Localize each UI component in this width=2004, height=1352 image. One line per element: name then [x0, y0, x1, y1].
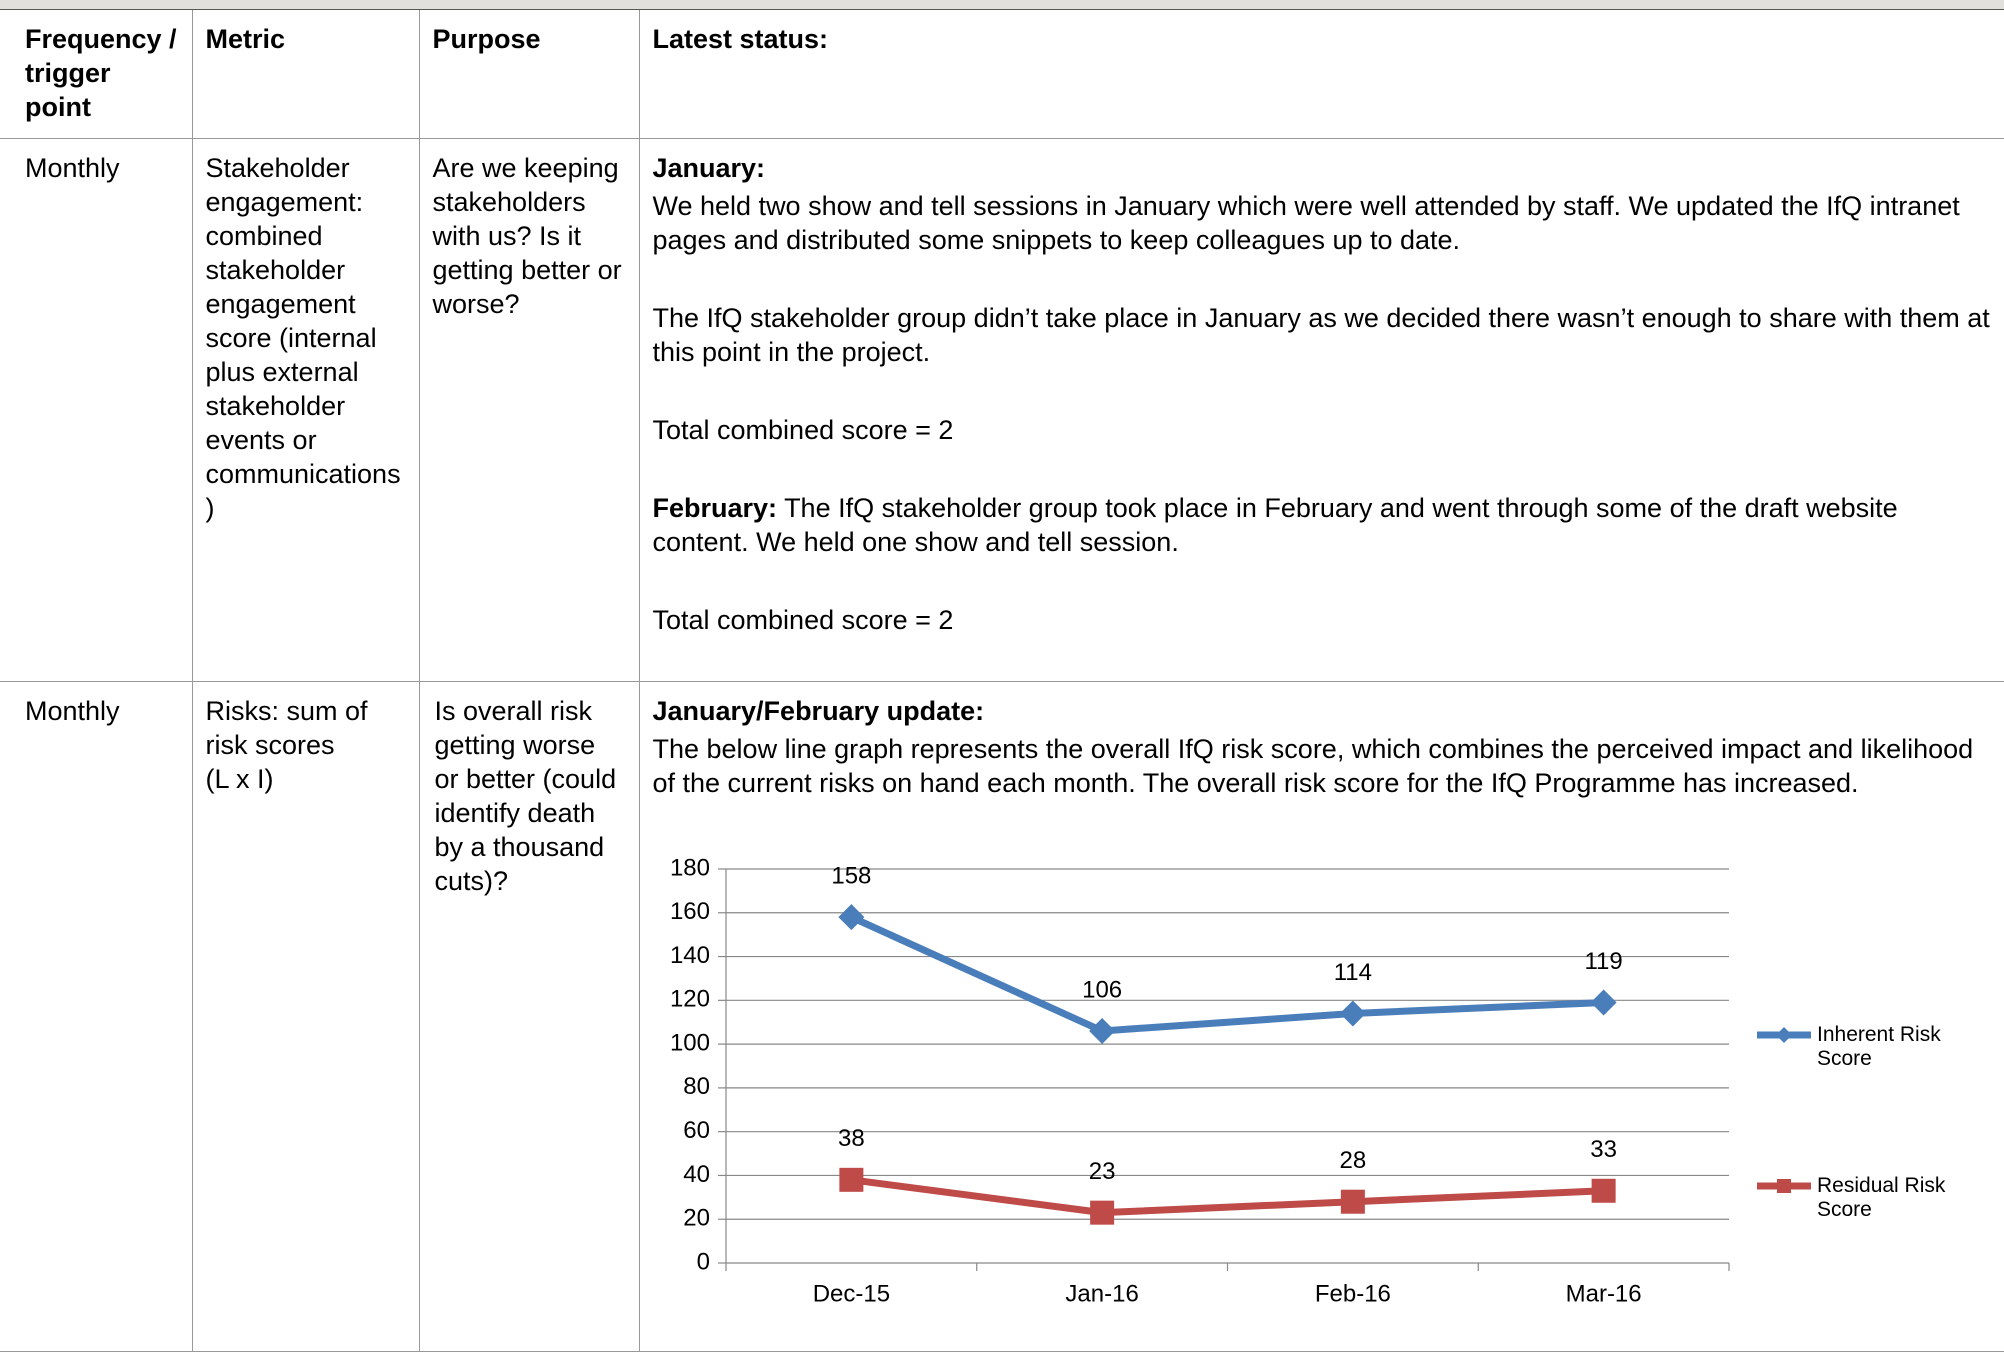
status-text: The below line graph represents the over… — [652, 733, 1974, 798]
data-label: 106 — [1082, 976, 1122, 1003]
y-tick-label: 160 — [670, 898, 710, 925]
frequency: Monthly — [0, 138, 193, 682]
header-cell: Metric — [192, 10, 420, 139]
status-label: January: — [652, 152, 766, 183]
y-tick-label: 60 — [683, 1117, 710, 1144]
status-paragraph: Total combined score = 2 — [653, 413, 1993, 447]
legend-label: Residual Risk Score — [1817, 1174, 1946, 1221]
header-cell: Frequency / trigger point — [0, 10, 193, 139]
y-tick-label: 40 — [683, 1161, 710, 1188]
data-label: 38 — [838, 1125, 865, 1152]
y-tick-label: 140 — [670, 942, 710, 969]
y-tick-label: 180 — [670, 854, 710, 881]
marker — [1591, 1178, 1616, 1203]
status: January: We held two show and tell sessio… — [639, 138, 2004, 682]
row: Monthly Stakeholder engagement: combined… — [0, 138, 2004, 682]
data-label: 33 — [1590, 1136, 1617, 1163]
purpose: Is overall risk getting worse or better … — [419, 681, 640, 1352]
legend-marker — [1776, 1027, 1792, 1043]
data-label: 114 — [1334, 959, 1372, 986]
status-text: The IfQ stakeholder group didn’t take pl… — [652, 302, 1990, 367]
purpose: Are we keeping stakeholders with us? Is … — [419, 138, 640, 682]
marker — [1340, 1189, 1365, 1214]
series-line — [849, 913, 1604, 1035]
x-tick-label: Jan-16 — [1065, 1280, 1138, 1307]
data-label: 158 — [831, 862, 871, 889]
y-tick-label: 20 — [683, 1205, 710, 1232]
header-cell: Latest status: — [639, 10, 2004, 139]
header-band — [0, 0, 2004, 10]
marker — [1590, 989, 1617, 1016]
metric: Stakeholder engagement: combined stakeho… — [192, 138, 420, 682]
status-paragraph: January: — [653, 151, 1993, 185]
status-text: The IfQ stakeholder group took place in … — [652, 492, 1898, 557]
status-paragraph: We held two show and tell sessions in Ja… — [653, 189, 1993, 257]
legend-marker — [1777, 1179, 1791, 1193]
x-tick-label: Feb-16 — [1315, 1280, 1391, 1307]
y-tick-label: 120 — [670, 986, 710, 1013]
x-tick-label: Mar-16 — [1566, 1280, 1642, 1307]
status-label: January/February update: — [652, 695, 985, 726]
status-label: February: — [652, 492, 778, 523]
data-label: 119 — [1584, 948, 1622, 975]
status-paragraph: The IfQ stakeholder group didn’t take pl… — [653, 301, 1993, 369]
marker — [1089, 1017, 1116, 1044]
status-paragraph: Total combined score = 2 — [653, 603, 1993, 637]
metric: Risks: sum of risk scores (L x I) — [192, 681, 420, 1352]
status-paragraph: February: The IfQ stakeholder group took… — [653, 491, 1993, 559]
header-cell: Purpose — [419, 10, 640, 139]
metric-text: Risks: sum of risk scores — [205, 695, 368, 760]
status-text: Total combined score = 2 — [652, 604, 954, 635]
metric-note: (L x I) — [205, 763, 274, 794]
data-label: 23 — [1089, 1158, 1116, 1185]
status-text: Total combined score = 2 — [652, 414, 954, 445]
series-line — [850, 1176, 1604, 1217]
y-tick-label: 0 — [697, 1248, 710, 1275]
marker — [1339, 1000, 1366, 1027]
marker — [838, 904, 865, 931]
status-table: Frequency / trigger point Metric Purpose… — [0, 10, 2004, 1352]
frequency: Monthly — [0, 681, 193, 1352]
legend-label: Inherent Risk Score — [1817, 1023, 1941, 1070]
status-paragraph: January/February update: — [653, 694, 1993, 728]
row: Monthly Risks: sum of risk scores (L x I)… — [0, 681, 2004, 1352]
marker — [1090, 1200, 1115, 1225]
data-label: 28 — [1340, 1147, 1367, 1174]
status-text: We held two show and tell sessions in Ja… — [652, 190, 1960, 255]
x-tick-label: Dec-15 — [813, 1280, 890, 1307]
y-tick-label: 100 — [670, 1029, 710, 1056]
marker — [839, 1167, 864, 1192]
y-tick-label: 80 — [683, 1073, 710, 1100]
line-chart: 0 20 40 60 80 100 120 140 160 180 Dec-15 Jan-16 Feb-… — [670, 854, 1811, 1307]
header-row: Frequency / trigger point Metric Purpose… — [0, 10, 2004, 139]
status-paragraph: The below line graph represents the over… — [653, 732, 1993, 800]
